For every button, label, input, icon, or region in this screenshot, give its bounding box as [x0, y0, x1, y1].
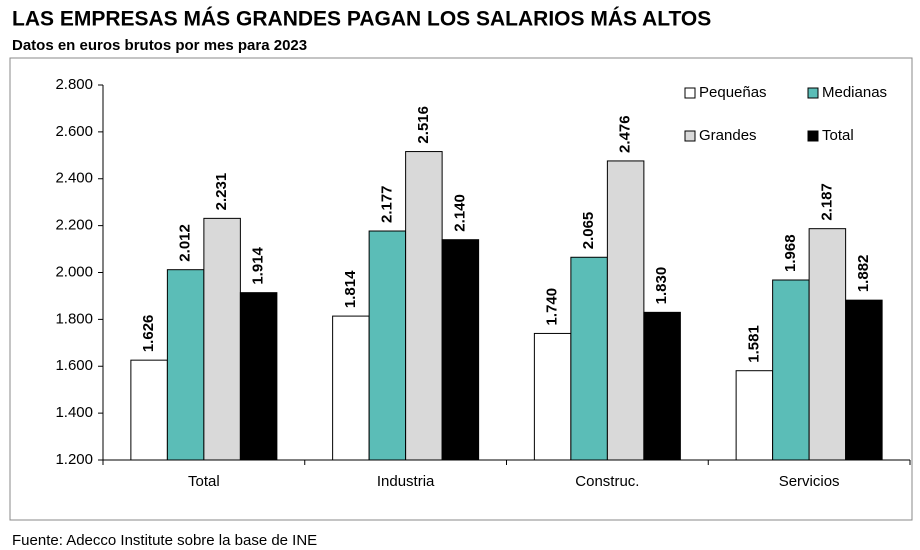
legend-swatch — [807, 130, 819, 142]
bar — [606, 160, 645, 461]
bar — [332, 315, 370, 461]
bar — [772, 279, 810, 461]
y-tick-label: 2.400 — [55, 170, 93, 187]
value-label: 1.814 — [342, 270, 359, 308]
y-tick-label: 2.000 — [55, 263, 93, 280]
value-label: 2.140 — [451, 194, 468, 232]
legend-swatch — [807, 87, 819, 99]
value-label: 1.830 — [653, 267, 670, 305]
value-label: 1.968 — [782, 234, 799, 272]
legend-swatch — [684, 87, 696, 99]
value-label: 1.914 — [250, 246, 267, 284]
legend-label: Pequeñas — [699, 84, 767, 101]
bar — [405, 151, 443, 461]
bar — [643, 311, 681, 461]
chart-title: LAS EMPRESAS MÁS GRANDES PAGAN LOS SALAR… — [12, 8, 711, 31]
y-tick-label: 2.200 — [55, 217, 93, 234]
legend-label: Medianas — [822, 84, 887, 101]
y-tick-label: 2.600 — [55, 123, 93, 140]
value-label: 2.231 — [213, 173, 230, 211]
bar — [166, 269, 205, 461]
value-label: 1.740 — [544, 288, 561, 326]
bar — [203, 217, 241, 461]
value-label: 2.065 — [580, 212, 597, 250]
bar — [441, 239, 480, 461]
y-tick-label: 1.800 — [55, 310, 93, 327]
bar — [368, 230, 407, 461]
value-label: 2.012 — [177, 224, 194, 262]
value-label: 2.177 — [378, 185, 395, 223]
legend-label: Grandes — [699, 127, 757, 144]
x-tick-label: Industria — [377, 473, 435, 490]
bar — [735, 370, 774, 461]
value-label: 2.187 — [818, 183, 835, 221]
x-tick-label: Total — [188, 473, 220, 490]
y-tick-label: 2.800 — [55, 76, 93, 93]
bar — [845, 299, 883, 461]
y-tick-label: 1.200 — [55, 451, 93, 468]
y-tick-label: 1.600 — [55, 357, 93, 374]
value-label: 1.581 — [745, 325, 762, 363]
legend-swatch — [684, 130, 696, 142]
legend-label: Total — [822, 127, 854, 144]
bar — [570, 256, 608, 461]
source: Fuente: Adecco Institute sobre la base d… — [12, 532, 317, 549]
value-label: 1.626 — [140, 315, 157, 353]
value-label: 2.516 — [415, 106, 432, 144]
x-tick-label: Construc. — [575, 473, 639, 490]
value-label: 1.882 — [855, 255, 872, 293]
x-tick-label: Servicios — [779, 473, 840, 490]
bar — [239, 292, 278, 461]
y-tick-label: 1.400 — [55, 404, 93, 421]
value-label: 2.476 — [617, 115, 634, 153]
bar — [533, 332, 572, 461]
bar — [130, 359, 168, 461]
chart-frame — [9, 57, 913, 521]
chart-subtitle: Datos en euros brutos por mes para 2023 — [12, 37, 307, 54]
bar — [808, 228, 847, 461]
